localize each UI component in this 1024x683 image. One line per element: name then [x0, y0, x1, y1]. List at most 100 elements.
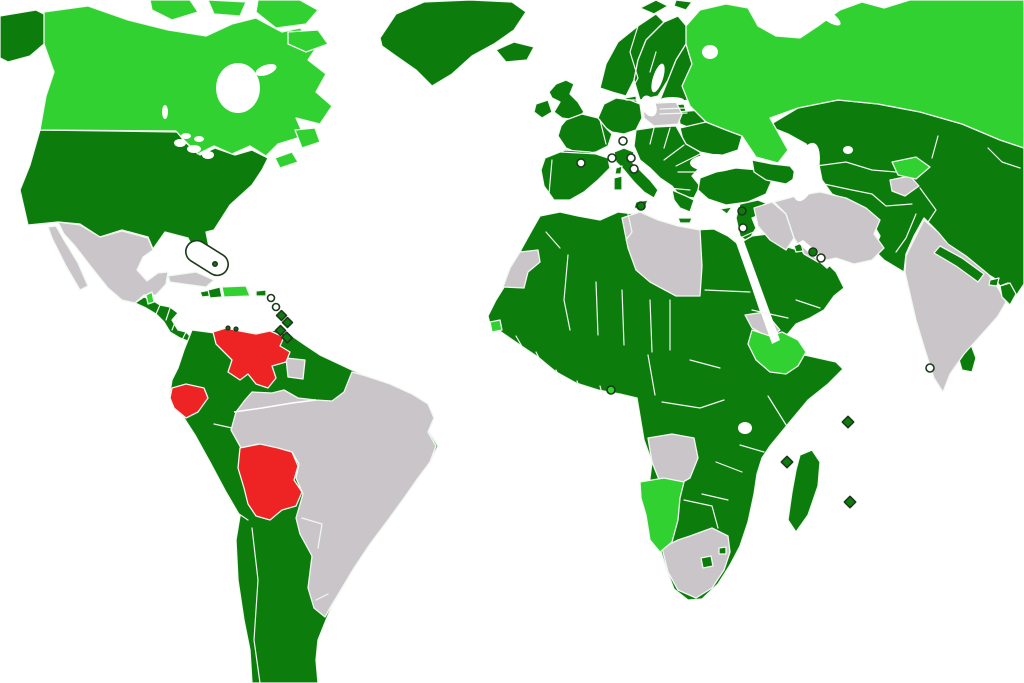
country-central-se-europe: [633, 125, 704, 199]
bahamas-island-dot: [212, 260, 219, 267]
border-lines: [155, 25, 1021, 683]
comoros-island: [780, 455, 794, 469]
gulf-of-bothnia: [651, 63, 665, 93]
country-arctic-island-2: [207, 0, 247, 17]
country-iberia: [540, 149, 611, 201]
caspian-sea: [792, 142, 820, 202]
group-dark-green-overlays: [700, 242, 1017, 569]
baltic-sea: [641, 95, 657, 117]
country-svalbard: [639, 0, 669, 15]
lake-victoria: [738, 422, 752, 434]
country-puerto-rico: [255, 289, 267, 297]
mauritius-island: [843, 495, 857, 509]
dominica-marker: [271, 302, 281, 312]
country-suriname: [285, 357, 306, 380]
palestine-marker: [738, 223, 748, 233]
country-haiti: [207, 286, 223, 299]
country-germany-lowlands: [597, 97, 643, 135]
martinique-island: [281, 316, 294, 329]
country-sardinia: [613, 175, 623, 191]
san-marino-marker: [626, 153, 636, 163]
great-lake-4: [181, 133, 191, 139]
great-lake-1: [174, 139, 186, 147]
country-dominican-republic: [221, 285, 251, 298]
country-iceland: [495, 41, 535, 63]
country-canada: [39, 5, 333, 157]
country-bhutan: [988, 277, 1000, 287]
country-uk: [548, 79, 585, 121]
microstate-layer: [185, 136, 935, 509]
monaco-marker: [607, 153, 617, 163]
country-bolivia: [237, 443, 303, 521]
country-corsica: [614, 165, 623, 175]
country-cuba: [167, 271, 215, 288]
country-caucasus: [751, 159, 799, 185]
group-light-green: [39, 0, 1024, 553]
country-bangladesh: [999, 282, 1017, 306]
country-franz-josef: [673, 0, 693, 11]
hudson-bay: [216, 63, 260, 113]
country-ireland: [533, 99, 553, 119]
country-france: [557, 113, 613, 155]
country-arctic-island-1: [149, 0, 199, 21]
country-swaziland: [718, 546, 727, 555]
country-madagascar: [787, 449, 821, 533]
country-angola: [647, 433, 699, 487]
aruba-dot: [225, 325, 231, 331]
country-lesotho: [700, 555, 714, 569]
country-western-sahara: [502, 249, 541, 289]
country-newfoundland: [294, 127, 321, 149]
white-sea: [702, 45, 718, 59]
country-russia: [681, 0, 1024, 164]
great-lake-5: [194, 136, 204, 142]
lake-winnipeg: [162, 105, 168, 119]
country-belize: [145, 291, 155, 305]
country-namibia: [639, 477, 685, 553]
lebanon-marker: [737, 206, 747, 216]
st-lucia-island: [275, 309, 288, 322]
gulf-of-finland: [660, 97, 684, 103]
curacao-dot: [233, 326, 239, 332]
country-greece: [671, 189, 695, 213]
amazon-river: [233, 399, 317, 413]
country-kyrgyzstan: [891, 156, 931, 180]
country-ethiopia: [747, 329, 807, 375]
country-guinea-bissau: [489, 319, 503, 333]
qatar-marker: [816, 253, 826, 263]
great-lake-2: [187, 145, 201, 153]
country-baja: [47, 225, 89, 291]
sao-tome-marker: [606, 385, 616, 395]
aral-sea: [843, 146, 853, 154]
country-baffin: [287, 29, 329, 53]
maldives-marker: [925, 363, 935, 373]
country-nova-scotia: [274, 151, 299, 169]
red-sea: [736, 241, 780, 344]
bahrain-marker: [808, 247, 818, 257]
st-kitts-marker: [266, 293, 276, 303]
group-red: [169, 327, 303, 521]
country-greenland: [379, 0, 527, 87]
country-mexico: [57, 221, 169, 304]
seychelles-island: [841, 415, 855, 429]
malta-island: [636, 201, 646, 211]
group-gray: [47, 101, 1007, 618]
country-africa-base: [487, 211, 844, 601]
water-layer: [162, 6, 853, 434]
great-lake-3: [202, 151, 214, 159]
country-crete: [677, 217, 693, 224]
country-iraq: [753, 201, 795, 251]
bahamas-outline: [185, 239, 229, 277]
vatican-marker: [629, 164, 639, 174]
liechtenstein-marker: [618, 136, 628, 146]
country-ecuador: [169, 383, 209, 419]
black-sea: [690, 154, 738, 172]
andorra-marker: [576, 158, 586, 168]
country-cyprus: [719, 206, 733, 215]
hudson-strait: [255, 63, 277, 77]
trinidad-island: [280, 331, 294, 344]
country-arctic-island-3: [255, 0, 319, 29]
country-south-africa: [661, 527, 731, 599]
